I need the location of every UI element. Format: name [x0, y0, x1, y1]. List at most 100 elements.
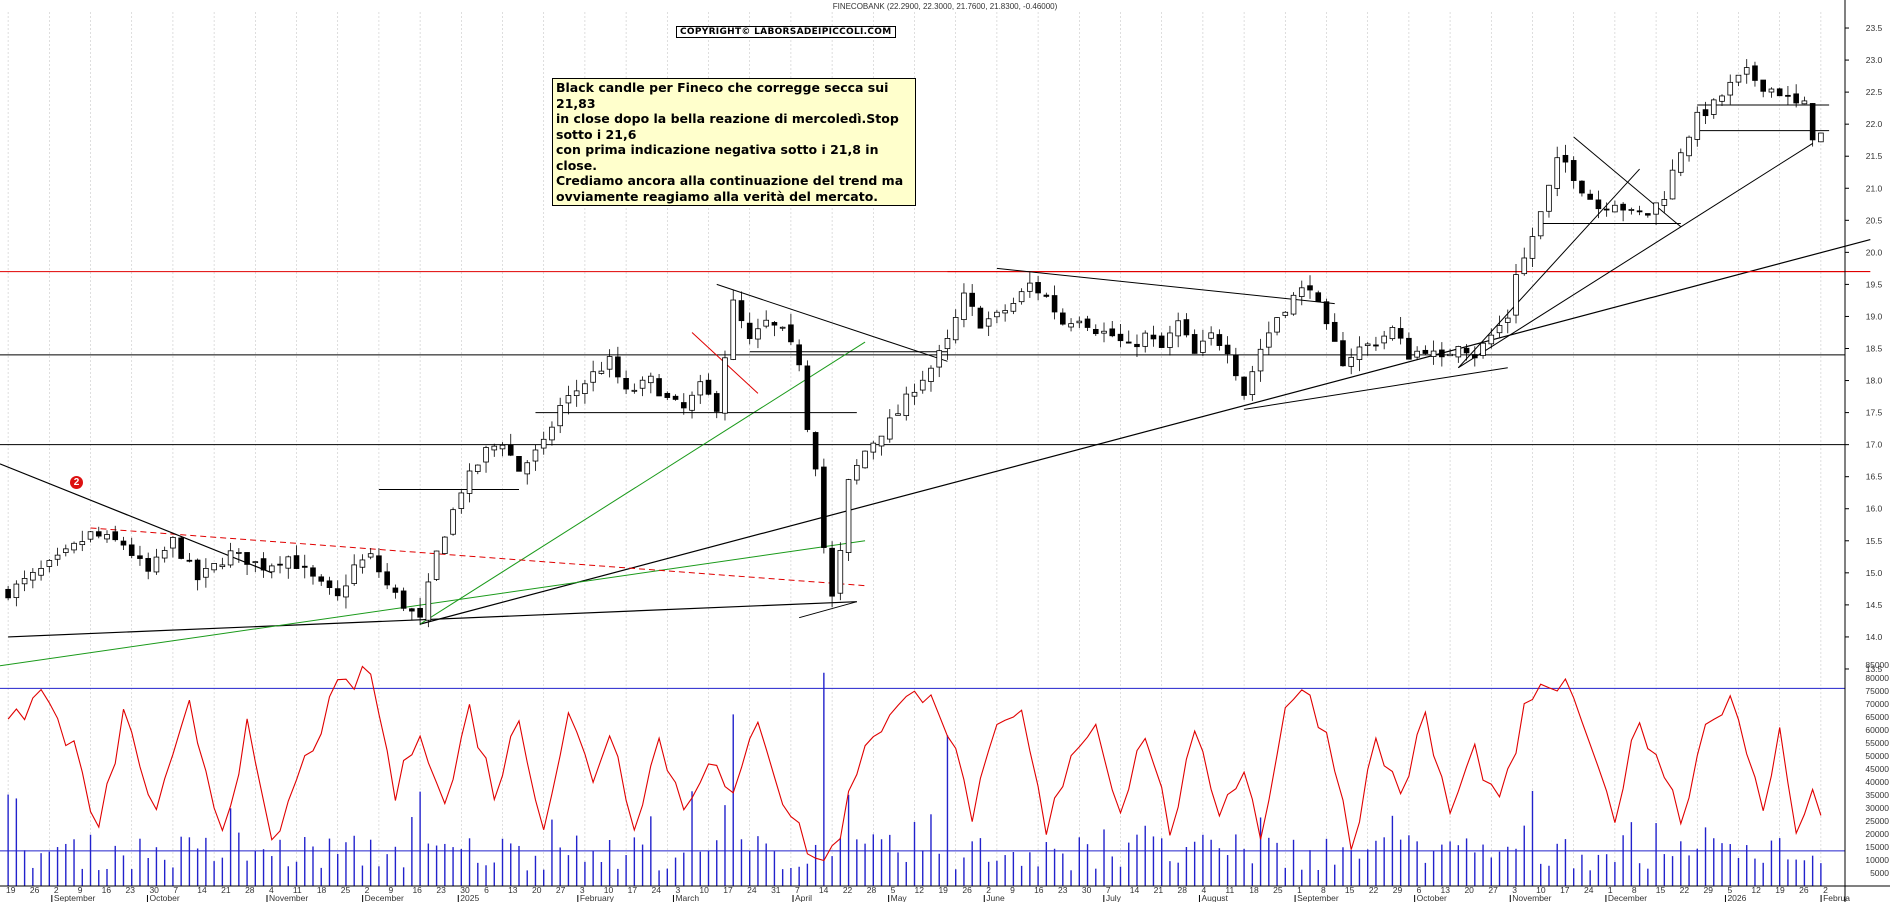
candle-body: [95, 531, 102, 537]
volume-axis-ticks: 5000 10000 15000 20000 25000 30000 35000 40000 4…: [1865, 660, 1889, 878]
price-tick-label: 18.5: [1866, 344, 1883, 354]
date-axis-ticks: 19 26 2 9 16 23 30 7 14 21 28 4 11 18 25 2 9 16 23 30 6 13 20 2…: [6, 885, 1850, 902]
trendline-falling: [716, 283, 948, 362]
candle-body: [1809, 103, 1816, 141]
candle-body: [120, 540, 127, 546]
trendline-falling: [996, 267, 1335, 305]
candle-body: [870, 442, 877, 453]
candle-body: [1645, 213, 1651, 216]
day-tick-label: 22: [843, 885, 853, 895]
candle-body: [1612, 204, 1618, 213]
day-tick-label: 25: [1273, 885, 1283, 895]
candle-body: [713, 393, 720, 412]
day-tick-label: 4: [269, 885, 274, 895]
volume-tick-label: 25000: [1865, 816, 1889, 826]
candle-body: [1661, 199, 1668, 206]
trendline-base-black: [8, 601, 857, 638]
candle-body: [1183, 319, 1190, 336]
candle-body: [112, 531, 119, 541]
candle-body: [62, 548, 69, 553]
volume-tick-label: 70000: [1865, 699, 1889, 709]
candle-body: [796, 344, 802, 366]
candle-body: [1043, 294, 1050, 297]
candle-body: [895, 413, 901, 416]
candle-body: [845, 479, 852, 553]
candle-body: [1175, 320, 1181, 337]
candle-body: [1603, 208, 1610, 211]
candle-body: [1537, 211, 1544, 237]
candle-body: [549, 426, 555, 441]
candle-body: [1406, 337, 1412, 360]
candle-body: [1743, 67, 1750, 75]
pattern-marker: 2: [70, 476, 83, 489]
day-tick-label: 2: [1823, 885, 1828, 895]
candle-body: [1331, 321, 1338, 342]
price-tick-label: 18.0: [1866, 376, 1883, 386]
candle-body: [590, 371, 596, 383]
candle-body: [1348, 356, 1355, 367]
day-tick-label: 27: [1488, 885, 1498, 895]
day-tick-label: 22: [1680, 885, 1690, 895]
candle-body: [334, 588, 341, 597]
candle-body: [738, 300, 745, 322]
volume-tick-label: 15000: [1865, 842, 1889, 852]
volume-tick-label: 50000: [1865, 751, 1889, 761]
candle-body: [1018, 291, 1025, 303]
day-tick-label: 1: [1297, 885, 1302, 895]
day-tick-label: 2: [365, 885, 370, 895]
candle-body: [1463, 347, 1470, 354]
candle-body: [1595, 199, 1602, 210]
candle-body: [351, 564, 357, 584]
candle-body: [779, 326, 786, 329]
volume-tick-label: 75000: [1865, 686, 1889, 696]
candle-body: [433, 550, 440, 580]
candle-body: [384, 571, 390, 586]
candle-body: [1694, 111, 1701, 140]
candle-body: [1282, 311, 1289, 316]
candle-body: [1224, 344, 1231, 355]
volume-bars: [0, 672, 1845, 886]
day-tick-label: 3: [1512, 885, 1517, 895]
candle-body: [1653, 202, 1659, 215]
day-tick-label: 7: [795, 885, 800, 895]
candle-body: [1125, 341, 1132, 344]
candle-body: [1587, 193, 1593, 200]
candle-body: [5, 588, 11, 599]
candle-body: [1002, 310, 1008, 314]
candle-body: [1628, 209, 1635, 211]
day-tick-label: 9: [389, 885, 394, 895]
day-tick-label: 8: [1321, 885, 1326, 895]
day-tick-label: 21: [1154, 885, 1164, 895]
candle-body: [1504, 317, 1511, 323]
day-tick-label: 31: [771, 885, 781, 895]
candle-body: [573, 390, 580, 397]
candle-body: [219, 564, 226, 568]
candle-body: [153, 556, 160, 573]
candle-body: [1488, 334, 1495, 345]
day-tick-label: 18: [317, 885, 327, 895]
candle-body: [178, 537, 184, 559]
price-tick-label: 15.0: [1866, 568, 1883, 578]
candle-body: [524, 462, 531, 475]
day-tick-label: 15: [1345, 885, 1355, 895]
candle-body: [1801, 100, 1808, 105]
candle-body: [1579, 180, 1585, 194]
price-tick-label: 13.5: [1866, 664, 1883, 674]
candle-body: [1051, 295, 1058, 313]
candle-body: [252, 561, 259, 564]
candle-body: [79, 541, 86, 546]
candle-body: [1364, 343, 1371, 346]
candle-body: [54, 554, 61, 560]
trendline-rising: [1458, 142, 1813, 369]
day-tick-label: 28: [867, 885, 877, 895]
price-tick-label: 19.5: [1866, 279, 1883, 289]
day-tick-label: 14: [1130, 885, 1140, 895]
candle-body: [804, 365, 811, 430]
candle-body: [1249, 371, 1256, 396]
candle-body: [755, 328, 761, 340]
volume-tick-label: 40000: [1865, 777, 1889, 787]
candle-body: [1430, 350, 1437, 357]
candle-body: [417, 607, 423, 618]
candle-body: [1455, 346, 1462, 358]
